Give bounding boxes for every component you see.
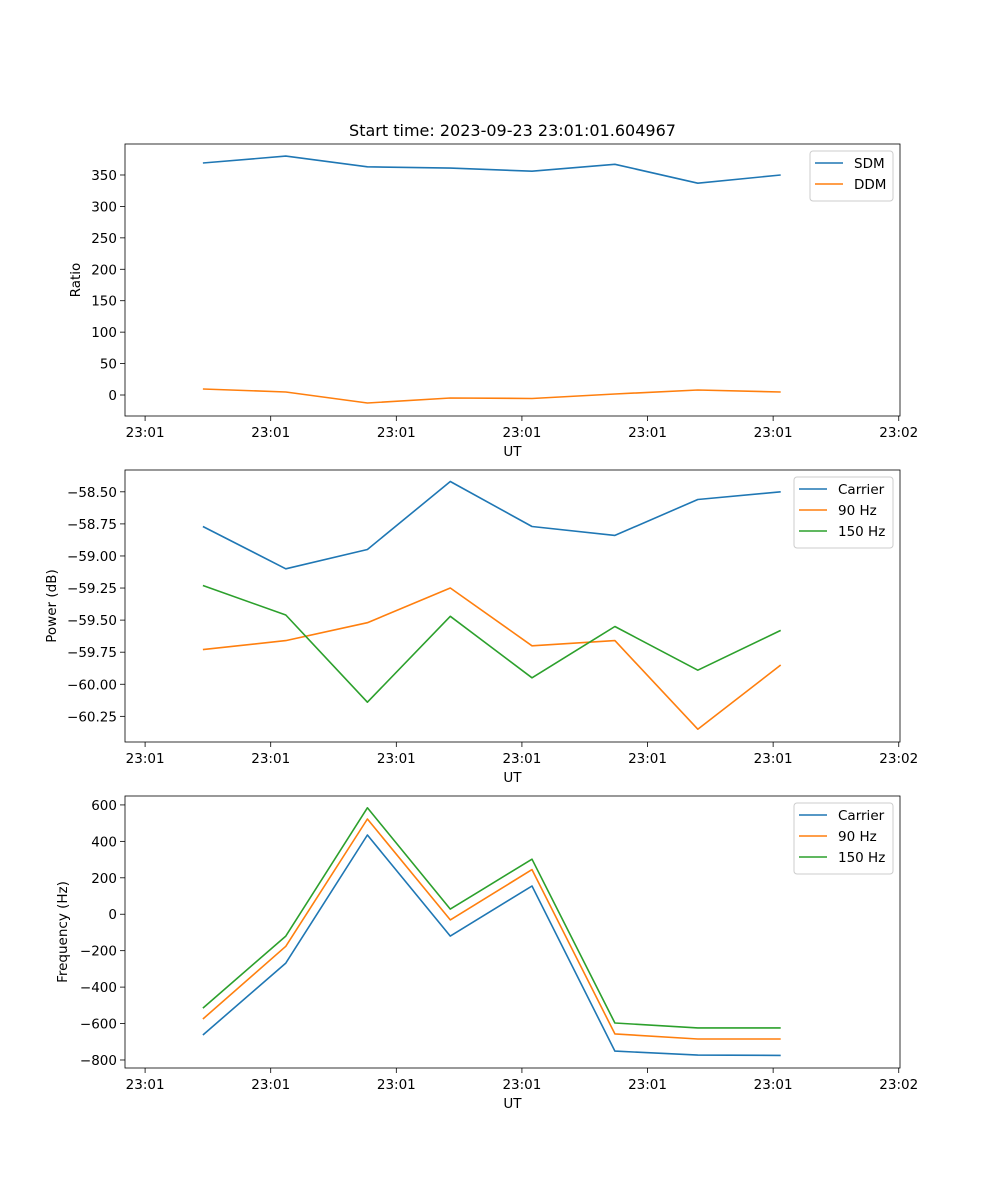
y-tick-label: 200 [91, 262, 117, 278]
series-line-carrier [202, 834, 781, 1057]
y-tick-label: 400 [91, 834, 117, 850]
x-tick-label: 23:01 [754, 425, 793, 441]
x-tick-label: 23:01 [628, 1077, 667, 1093]
y-tick-label: −59.00 [67, 549, 117, 565]
legend-label: Carrier [838, 808, 885, 824]
y-axis-label: Power (dB) [44, 569, 60, 642]
y-tick-label: −59.75 [67, 645, 117, 661]
legend-label: Carrier [838, 482, 885, 498]
x-tick-label: 23:01 [377, 1077, 416, 1093]
y-tick-label: 100 [91, 325, 117, 341]
y-tick-label: −58.50 [67, 485, 117, 501]
x-tick-label: 23:02 [879, 751, 918, 767]
axes-frame [124, 469, 901, 743]
x-axis-label: UT [503, 1096, 522, 1112]
x-tick-label: 23:01 [754, 1077, 793, 1093]
y-axis-label: Ratio [68, 263, 84, 298]
x-tick-label: 23:02 [879, 1077, 918, 1093]
y-tick-label: 350 [91, 168, 117, 184]
x-tick-label: 23:01 [628, 751, 667, 767]
x-tick-label: 23:01 [754, 751, 793, 767]
x-axis-label: UT [503, 770, 522, 786]
x-tick-label: 23:01 [126, 1077, 165, 1093]
x-tick-label: 23:01 [126, 425, 165, 441]
y-tick-label: 150 [91, 294, 117, 310]
y-axis-label: Frequency (Hz) [55, 881, 71, 983]
series-line-sdm [202, 155, 781, 184]
series-line-150-hz [202, 584, 782, 704]
x-tick-label: 23:01 [126, 751, 165, 767]
x-tick-label: 23:01 [628, 425, 667, 441]
y-tick-label: 50 [100, 357, 117, 373]
subplot-2: 23:01 23:01 23:01 23:01 23:01 23:01 23:02 −60.2… [44, 469, 918, 786]
series-line-150-hz [202, 806, 781, 1029]
legend: SDM DDM [809, 150, 894, 202]
legend-label: DDM [854, 177, 886, 193]
y-tick-label: −400 [80, 980, 117, 996]
x-tick-label: 23:01 [377, 425, 416, 441]
legend: Carrier 90 Hz 150 Hz [793, 802, 894, 875]
y-tick-label: 300 [91, 199, 117, 215]
x-tick-label: 23:01 [251, 751, 290, 767]
subplot-3: 23:01 23:01 23:01 23:01 23:01 23:01 23:02 −800 −… [55, 795, 918, 1112]
legend-label: 90 Hz [838, 829, 877, 845]
axes-frame [124, 143, 901, 417]
y-tick-label: 250 [91, 231, 117, 247]
x-tick-label: 23:02 [879, 425, 918, 441]
y-tick-label: −59.25 [67, 581, 117, 597]
y-tick-label: −58.75 [67, 517, 117, 533]
y-tick-label: −59.50 [67, 613, 117, 629]
legend-label: 150 Hz [838, 524, 885, 540]
x-tick-label: 23:01 [502, 425, 541, 441]
legend-label: 90 Hz [838, 503, 877, 519]
y-tick-label: −60.00 [67, 677, 117, 693]
series-line-carrier [202, 480, 781, 570]
legend: Carrier 90 Hz 150 Hz [793, 476, 894, 549]
legend-label: SDM [854, 156, 885, 172]
subplot-1: Start time: 2023-09-23 23:01:01.604967 23… [68, 121, 918, 460]
y-tick-label: 200 [91, 871, 117, 887]
y-tick-label: 600 [91, 798, 117, 814]
y-tick-label: −200 [80, 944, 117, 960]
series-line-90-hz [202, 818, 781, 1040]
series-line-90-hz [202, 587, 782, 731]
y-tick-label: −600 [80, 1017, 117, 1033]
legend-label: 150 Hz [838, 850, 885, 866]
y-tick-label: 0 [108, 907, 117, 923]
x-axis-label: UT [503, 444, 522, 460]
axes-frame [124, 795, 901, 1069]
series-line-ddm [202, 388, 781, 404]
x-tick-label: 23:01 [251, 425, 290, 441]
y-tick-label: −800 [80, 1053, 117, 1069]
x-tick-label: 23:01 [502, 751, 541, 767]
x-tick-label: 23:01 [502, 1077, 541, 1093]
chart-title: Start time: 2023-09-23 23:01:01.604967 [349, 121, 676, 140]
y-tick-label: 0 [108, 388, 117, 404]
x-tick-label: 23:01 [377, 751, 416, 767]
x-tick-label: 23:01 [251, 1077, 290, 1093]
y-tick-label: −60.25 [67, 709, 117, 725]
